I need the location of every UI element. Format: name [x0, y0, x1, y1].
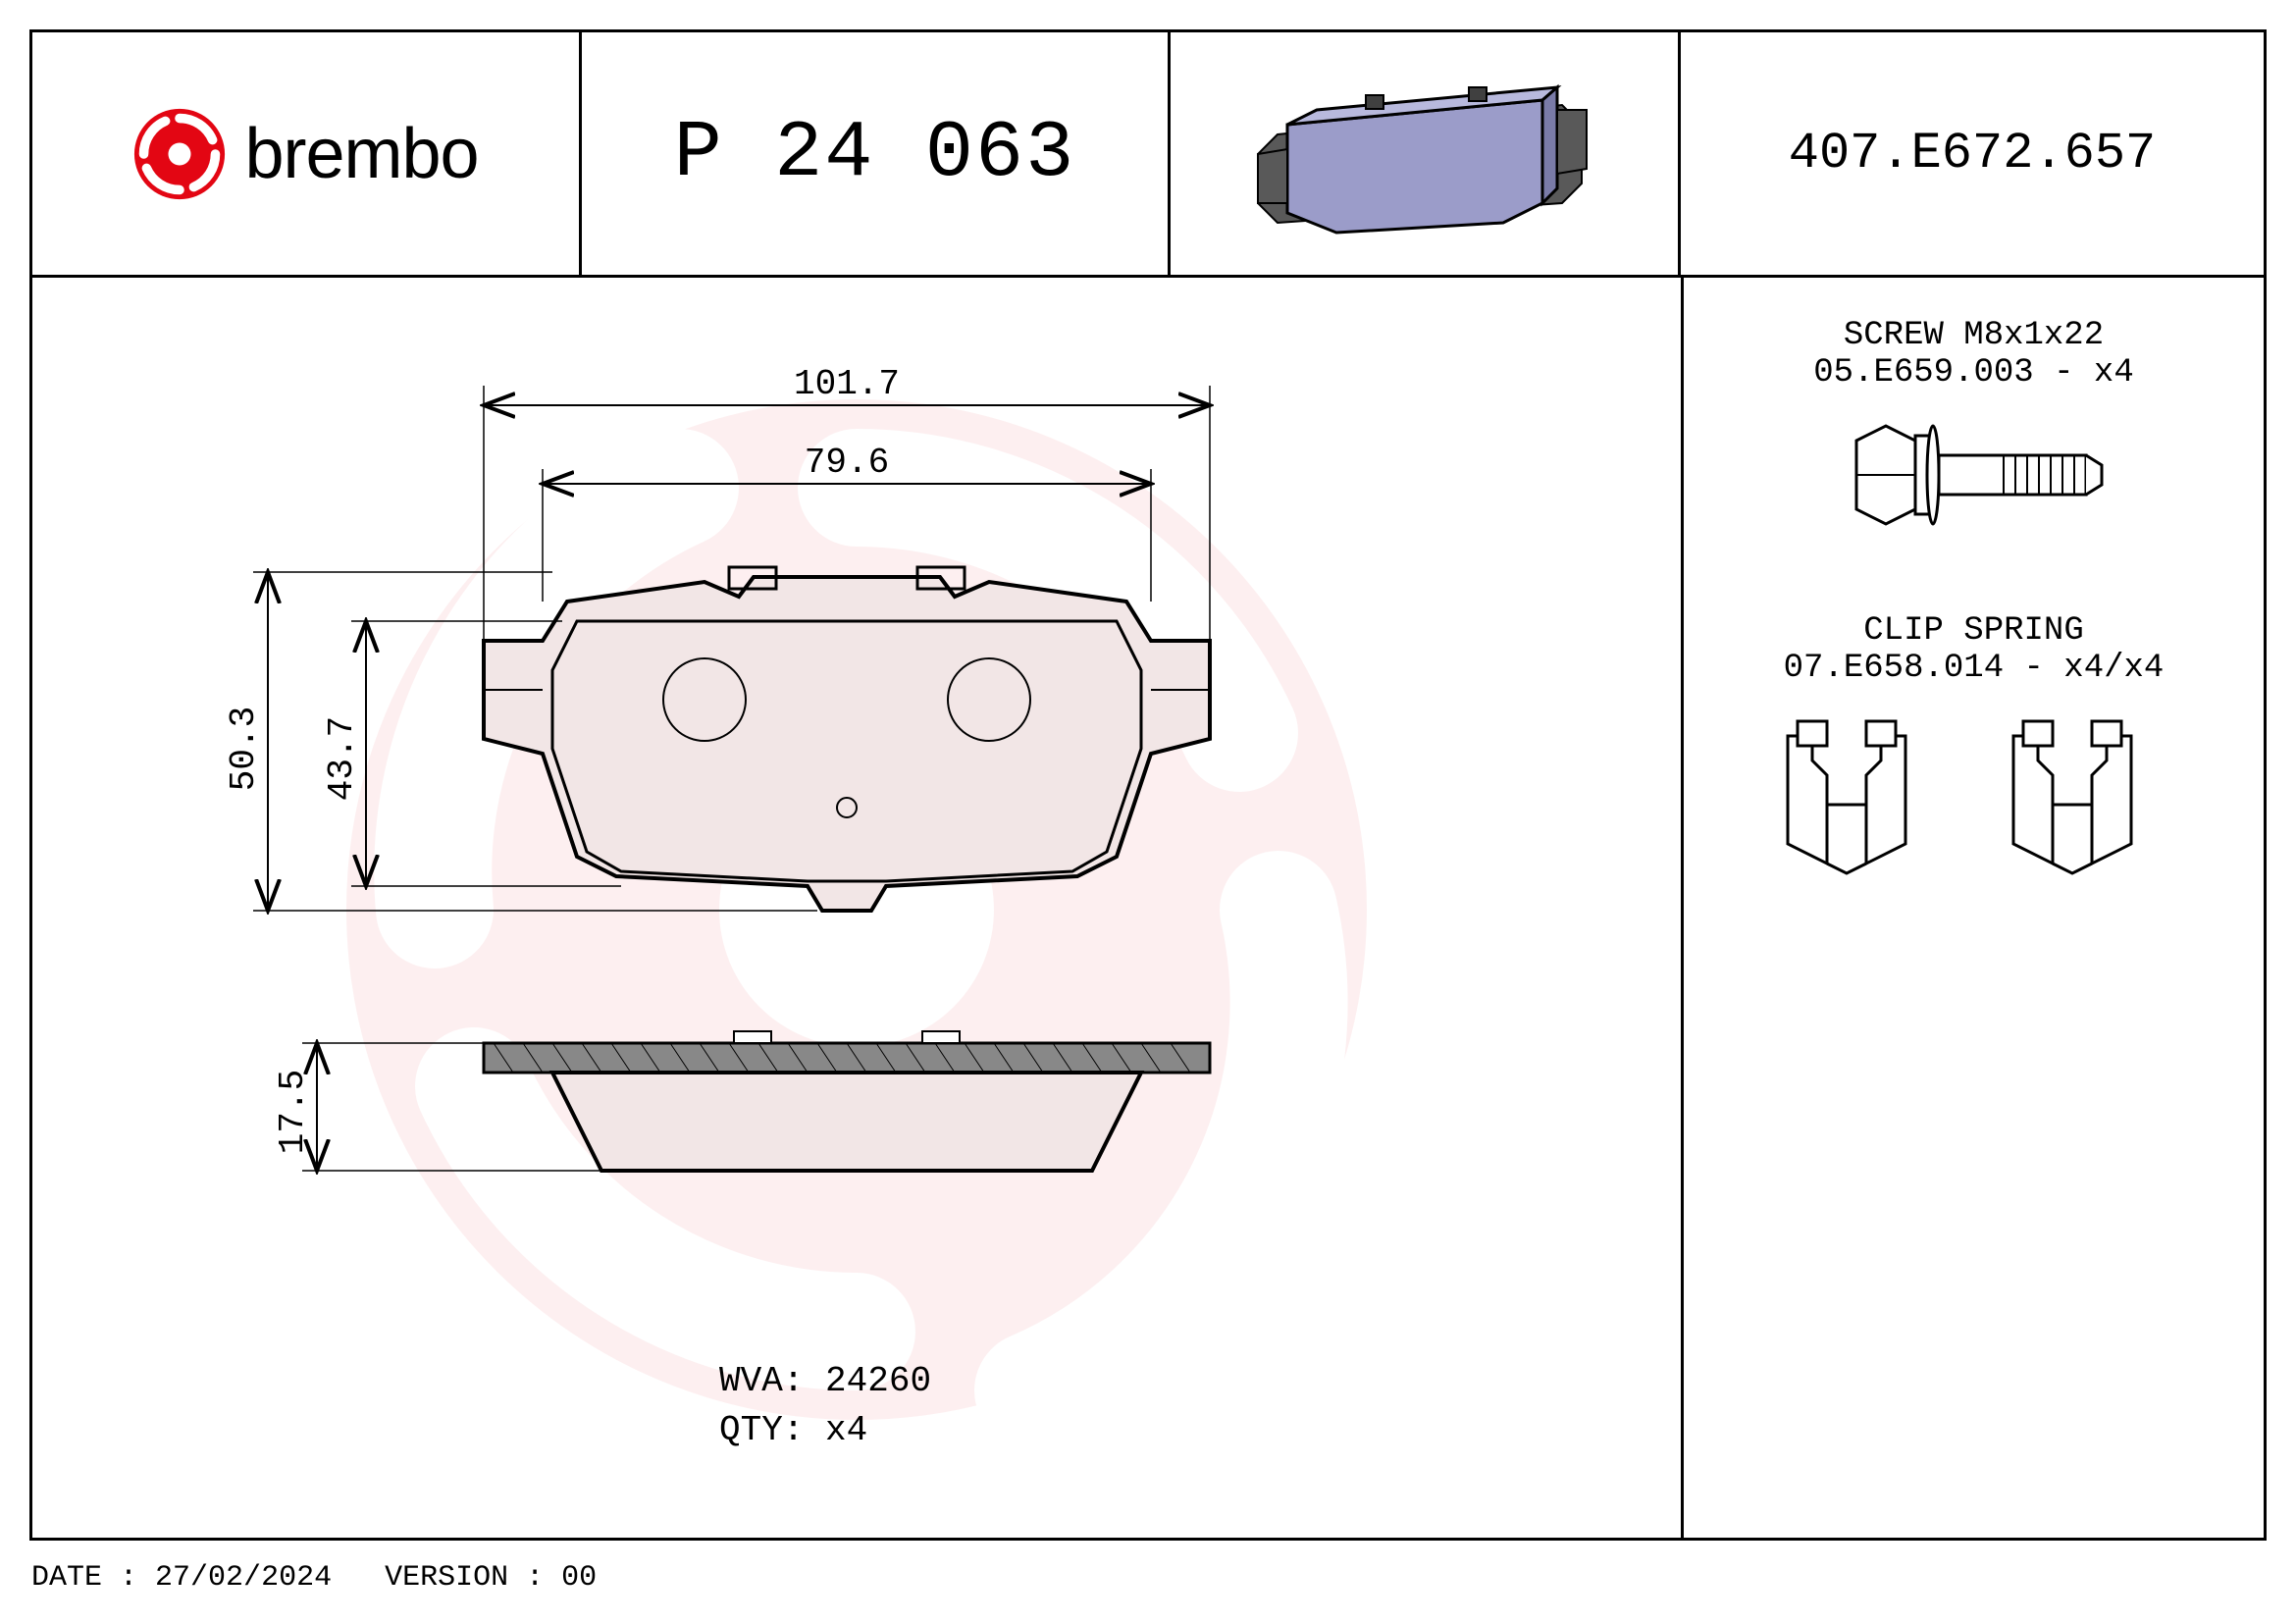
wva-value: 24260: [825, 1361, 931, 1401]
clip-spring-icon: [1748, 707, 2200, 883]
main-frame: brembo P 24 063: [29, 29, 2267, 1541]
page: brembo P 24 063: [0, 0, 2296, 1624]
brand-name: brembo: [244, 114, 478, 194]
screw-title: SCREW M8x1x22: [1713, 317, 2234, 354]
footer-version-value: 00: [561, 1561, 597, 1595]
part-number: P 24 063: [674, 108, 1076, 199]
drawing-area: 101.7 79.6 50.3 43.7: [32, 278, 1681, 1541]
clip-title: CLIP SPRING: [1713, 612, 2234, 650]
accessory-screw: SCREW M8x1x22 05.E659.003 - x4: [1713, 317, 2234, 544]
screw-code: 05.E659.003 - x4: [1713, 354, 2234, 392]
iso-render-cell: [1171, 32, 1681, 275]
ref-number-cell: 407.E672.657: [1681, 32, 2264, 275]
wva-label: WVA:: [719, 1361, 804, 1401]
dim-height-overall: 50.3: [224, 707, 264, 791]
dim-width-overall: 101.7: [794, 364, 900, 404]
accessories-sidebar: SCREW M8x1x22 05.E659.003 - x4: [1681, 278, 2264, 1541]
drawing-svg: 101.7 79.6 50.3 43.7: [32, 278, 1681, 1541]
qty-value: x4: [825, 1410, 867, 1450]
ref-number: 407.E672.657: [1789, 125, 2156, 183]
clip-code: 07.E658.014 - x4/x4: [1713, 650, 2234, 687]
footer-date-value: 27/02/2024: [155, 1561, 332, 1595]
logo-cell: brembo: [32, 32, 582, 275]
screw-icon: [1807, 411, 2141, 539]
brembo-logo-icon: [132, 107, 227, 201]
body-row: 101.7 79.6 50.3 43.7: [32, 278, 2264, 1541]
dim-height-inner: 43.7: [322, 716, 362, 801]
accessory-clip-spring: CLIP SPRING 07.E658.014 - x4/x4: [1713, 612, 2234, 888]
part-number-cell: P 24 063: [582, 32, 1171, 275]
footer-version-label: VERSION :: [385, 1561, 544, 1595]
info-block: WVA: 24260 QTY: x4: [719, 1357, 931, 1456]
dim-thickness: 17.5: [273, 1070, 313, 1154]
brake-pad-iso-icon: [1219, 56, 1631, 252]
footer-date-label: DATE :: [31, 1561, 137, 1595]
header-row: brembo P 24 063: [32, 32, 2264, 278]
qty-label: QTY:: [719, 1410, 804, 1450]
footer: DATE : 27/02/2024 VERSION : 00: [31, 1561, 597, 1595]
dim-width-inner: 79.6: [805, 443, 889, 483]
